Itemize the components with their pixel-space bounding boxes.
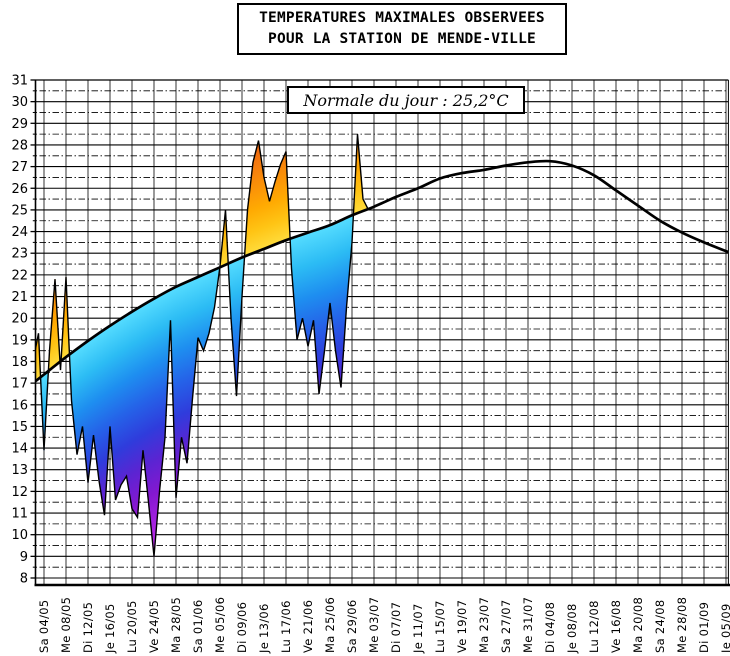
y-axis-tick-label: 30 xyxy=(11,95,28,110)
y-axis-tick-label: 21 xyxy=(11,290,28,305)
x-axis-tick-label: Je 05/09 xyxy=(719,603,730,654)
y-axis-tick-label: 19 xyxy=(11,333,28,348)
y-axis-tick-label: 31 xyxy=(11,74,28,89)
y-axis-tick-label: 22 xyxy=(11,268,28,283)
x-axis-tick-label: Di 09/06 xyxy=(235,602,249,653)
y-axis-tick-label: 15 xyxy=(11,420,28,435)
y-axis-tick-label: 24 xyxy=(11,225,28,240)
x-axis-tick-label: Je 11/07 xyxy=(411,603,425,654)
x-axis-tick-label: Lu 12/08 xyxy=(587,600,601,653)
y-axis-tick-label: 17 xyxy=(11,377,28,392)
y-axis-tick-label: 11 xyxy=(11,507,28,522)
y-axis-tick-label: 16 xyxy=(11,398,28,413)
x-axis-tick-label: Lu 20/05 xyxy=(125,600,139,653)
observed-temperature-outline xyxy=(35,134,370,557)
x-axis-tick-label: Me 31/07 xyxy=(521,597,535,653)
x-axis-tick-label: Ma 25/06 xyxy=(323,597,337,653)
y-axis-tick-label: 26 xyxy=(11,182,28,197)
y-axis-tick-label: 8 xyxy=(20,571,28,586)
x-axis-tick-label: Di 04/08 xyxy=(543,602,557,653)
x-axis-tick-label: Me 08/05 xyxy=(59,597,73,653)
x-axis-tick-label: Sa 01/06 xyxy=(191,599,205,653)
curves xyxy=(35,134,729,557)
x-axis-tick-label: Je 16/05 xyxy=(103,603,117,654)
y-axis-tick-label: 27 xyxy=(11,160,28,175)
y-axis-tick-label: 23 xyxy=(11,247,28,262)
y-axis-tick-label: 9 xyxy=(20,550,28,565)
x-axis-tick-label: Me 05/06 xyxy=(213,597,227,653)
y-axis-tick-label: 13 xyxy=(11,463,28,478)
chart-title-line-2: POUR LA STATION DE MENDE-VILLE xyxy=(268,31,536,47)
chart-title-line-1: TEMPERATURES MAXIMALES OBSERVEES xyxy=(259,10,545,26)
x-axis-tick-label: Ve 16/08 xyxy=(609,600,623,653)
y-axis-tick-label: 29 xyxy=(11,117,28,132)
x-axis-tick-label: Je 08/08 xyxy=(565,603,579,654)
y-axis-tick-label: 20 xyxy=(11,312,28,327)
x-axis-tick-label: Ma 28/05 xyxy=(169,597,183,653)
anomaly-fill-area xyxy=(35,140,368,557)
y-axis-tick-label: 14 xyxy=(11,442,28,457)
x-axis-tick-label: Sa 24/08 xyxy=(653,599,667,653)
x-axis-tick-label: Ve 24/05 xyxy=(147,600,161,653)
x-axis-tick-label: Me 03/07 xyxy=(367,597,381,653)
x-axis-tick-label: Ve 19/07 xyxy=(455,600,469,653)
chart-title-box: TEMPERATURES MAXIMALES OBSERVEES POUR LA… xyxy=(237,3,567,55)
x-axis-tick-label: Lu 15/07 xyxy=(433,600,447,653)
y-axis-tick-label: 10 xyxy=(11,528,28,543)
x-axis-tick-label: Ma 23/07 xyxy=(477,597,491,653)
x-axis-tick-label: Sa 29/06 xyxy=(345,599,359,653)
x-axis-tick-label: Sa 27/07 xyxy=(499,599,513,653)
x-axis-tick-label: Je 13/06 xyxy=(257,603,271,654)
x-axis-tick-label: Sa 04/05 xyxy=(37,599,51,653)
x-axis-tick-label: Di 01/09 xyxy=(697,602,711,653)
normal-temperature-curve xyxy=(35,159,729,383)
y-axis-tick-label: 12 xyxy=(11,485,28,500)
y-axis-tick-label: 18 xyxy=(11,355,28,370)
x-axis-tick-label: Di 12/05 xyxy=(81,602,95,653)
normale-annotation-box: Normale du jour : 25,2°C xyxy=(287,86,525,114)
x-axis-tick-label: Ma 20/08 xyxy=(631,597,645,653)
x-axis-tick-label: Lu 17/06 xyxy=(279,600,293,653)
x-axis-tick-label: Ve 21/06 xyxy=(301,600,315,653)
x-axis-tick-label: Me 28/08 xyxy=(675,597,689,653)
axes xyxy=(30,79,730,587)
x-axis-tick-label: Di 07/07 xyxy=(389,602,403,653)
y-axis-tick-label: 28 xyxy=(11,138,28,153)
axis-labels: 8 9 10 11 12 13 14 15 16 17 18 19 20 21 22 23 24 25 26 27 28… xyxy=(11,74,730,655)
normale-annotation-label: Normale du jour : 25,2°C xyxy=(303,90,509,110)
y-axis-tick-label: 25 xyxy=(11,203,28,218)
